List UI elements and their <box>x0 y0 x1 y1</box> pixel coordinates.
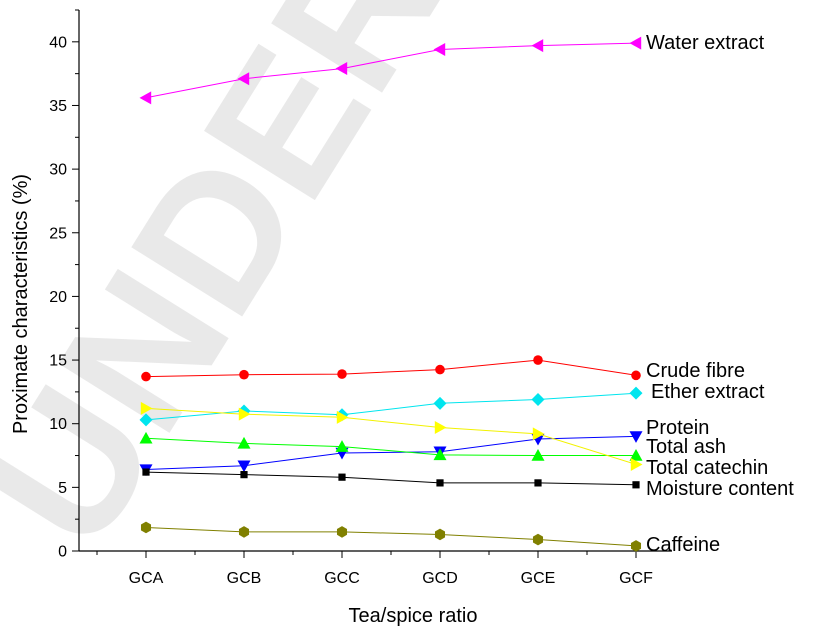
data-point <box>239 369 249 380</box>
series-line <box>145 392 637 421</box>
data-point <box>632 481 640 489</box>
y-axis-title: Proximate characteristics (%) <box>10 174 32 434</box>
series-label-water-extract: Water extract <box>646 32 765 54</box>
y-tick-label: 15 <box>49 353 67 370</box>
series-crude-fibre <box>141 355 641 382</box>
data-point <box>629 431 643 443</box>
series-protein <box>139 431 643 477</box>
y-tick-label: 35 <box>49 98 67 115</box>
data-point <box>436 479 444 487</box>
series-label-protein: Protein <box>646 417 709 439</box>
data-point <box>337 369 347 379</box>
data-point <box>531 393 545 407</box>
data-point <box>335 62 348 76</box>
x-tick-label: GCE <box>521 570 556 587</box>
data-point <box>238 526 250 538</box>
series-total-catechin <box>140 401 643 471</box>
series-total-ash <box>139 431 643 461</box>
data-point <box>336 526 348 538</box>
data-point <box>629 449 643 461</box>
series-line <box>145 359 637 378</box>
series-caffeine <box>140 521 642 552</box>
data-point <box>629 36 642 50</box>
y-tick-label: 40 <box>49 34 67 51</box>
series-line <box>145 42 637 99</box>
data-point <box>335 440 349 452</box>
data-point <box>532 427 545 441</box>
x-tick-label: GCB <box>227 570 262 587</box>
series-label-total-catechin: Total catechin <box>646 457 768 479</box>
series-water-extract <box>139 36 642 105</box>
data-point <box>533 355 543 365</box>
data-point <box>338 473 346 481</box>
series-label-caffeine: Caffeine <box>646 534 720 556</box>
y-tick-label: 25 <box>49 225 67 242</box>
data-point <box>240 471 248 479</box>
data-point <box>434 528 446 541</box>
series-label-total-ash: Total ash <box>646 436 726 458</box>
axes: 0 5 10 15 20 25 30 35 40 GCA GCB GCC GCD GCE GCF <box>49 9 672 587</box>
series-line <box>145 527 637 547</box>
data-point <box>139 413 153 427</box>
x-tick-label: GCC <box>324 570 360 587</box>
data-point <box>140 401 153 415</box>
data-point <box>435 364 445 375</box>
data-point <box>139 431 153 444</box>
data-point <box>433 396 447 410</box>
data-point <box>433 448 447 461</box>
series-label-crude-fibre: Crude fibre <box>646 360 745 382</box>
data-point <box>237 460 251 473</box>
data-point <box>531 449 545 461</box>
series-line <box>145 407 637 465</box>
y-tick-label: 30 <box>49 162 67 179</box>
y-tick-label: 0 <box>58 544 67 561</box>
y-tick-label: 20 <box>49 289 67 306</box>
data-point <box>534 479 542 487</box>
data-point <box>237 72 250 86</box>
data-point <box>142 468 150 476</box>
data-point <box>630 457 643 471</box>
data-point <box>630 540 642 552</box>
data-point <box>433 42 446 56</box>
data-point <box>336 410 349 424</box>
x-tick-label: GCF <box>619 570 653 587</box>
x-tick-label: GCA <box>129 570 164 587</box>
data-point <box>531 39 544 53</box>
data-point <box>237 436 251 449</box>
series-moisture-content <box>142 468 640 489</box>
series-line <box>145 471 637 486</box>
series-label-moisture-content: Moisture content <box>646 478 794 500</box>
series-line <box>145 437 636 456</box>
data-point <box>141 371 151 382</box>
y-tick-label: 5 <box>58 480 67 497</box>
data-point <box>238 407 251 421</box>
series-label-ether-extract: Ether extract <box>651 381 765 403</box>
y-tick-label: 10 <box>49 416 67 433</box>
data-point <box>532 533 544 546</box>
x-axis-title: Tea/spice ratio <box>349 605 478 627</box>
data-point <box>629 386 643 400</box>
data-point <box>434 421 447 435</box>
x-tick-label: GCD <box>422 570 458 587</box>
data-point <box>631 370 641 381</box>
data-point <box>140 521 152 534</box>
data-point <box>139 91 152 105</box>
series-layer <box>139 36 643 552</box>
